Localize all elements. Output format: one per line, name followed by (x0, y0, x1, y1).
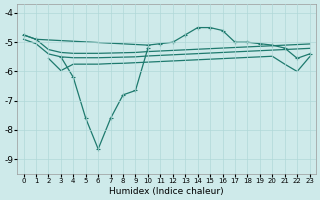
X-axis label: Humidex (Indice chaleur): Humidex (Indice chaleur) (109, 187, 224, 196)
